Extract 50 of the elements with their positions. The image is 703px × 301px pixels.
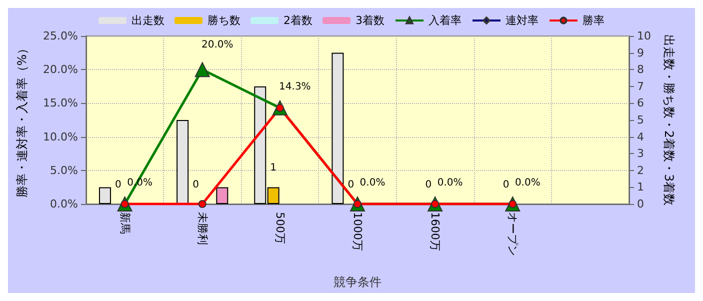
y2-tick-label: 0 [637,198,644,210]
legend-label: 入着率 [428,14,462,27]
legend-label: 出走数 [132,14,164,27]
data-label: 1 [270,162,277,174]
data-label: 0 [425,180,432,190]
y-tick-label: 20.0% [43,63,78,76]
data-label: 20.0% [201,40,234,51]
legend-label: 3着数 [356,14,384,27]
data-label: 0.0% [437,178,463,188]
x-tick-label: 新馬 [118,212,132,234]
y2-tick-label: 10 [637,30,651,42]
data-label: 0 [348,180,354,190]
y2-tick-label: 6 [637,96,644,110]
bar [176,120,189,204]
y-tick-label: 25.0% [43,30,78,42]
legend-label: 連対率 [506,14,538,27]
data-label: 0.0% [360,178,386,188]
y2-tick-label: 4 [637,130,644,144]
bar [216,187,228,204]
y2-tick-label: 3 [637,147,644,160]
y-axis-title: 勝率・連対率・入着率（%） [15,42,29,198]
y-tick-label: 15.0% [43,96,78,110]
legend-label: 2着数 [284,14,312,27]
point [198,200,206,208]
y2-axis-title: 出走数・勝ち数・2着数・3着数 [662,34,676,206]
x-tick-label: 未勝利 [196,212,209,245]
x-tick-label: 1000万 [351,212,364,251]
x-axis-title: 競争条件 [334,275,382,289]
data-label: 0 [115,180,122,190]
y-tick-label: 10.0% [43,130,78,144]
x-tick-label: オープン [506,212,520,256]
y-tick-label: 0.0% [50,198,78,210]
y2-tick-label: 9 [637,46,644,60]
y2-tick-label: 7 [637,80,644,93]
data-label: 0.0% [514,178,540,188]
legend-label: 勝率 [582,14,604,27]
bar [332,52,344,204]
y2-tick-label: 2 [637,164,644,177]
bar [98,187,111,204]
data-label: 0 [502,180,510,190]
data-label: 14.3% [279,81,311,92]
x-tick-label: 1600万 [428,212,442,251]
point [194,62,210,78]
data-label: 0 [192,180,199,190]
y-tick-label: 5.0% [50,164,78,177]
y2-tick-label: 8 [637,63,644,76]
y2-tick-label: 1 [637,180,644,194]
legend-label: 勝ち数 [208,14,240,27]
x-tick-label: 500万 [273,212,286,244]
y2-tick-label: 5 [637,114,644,126]
